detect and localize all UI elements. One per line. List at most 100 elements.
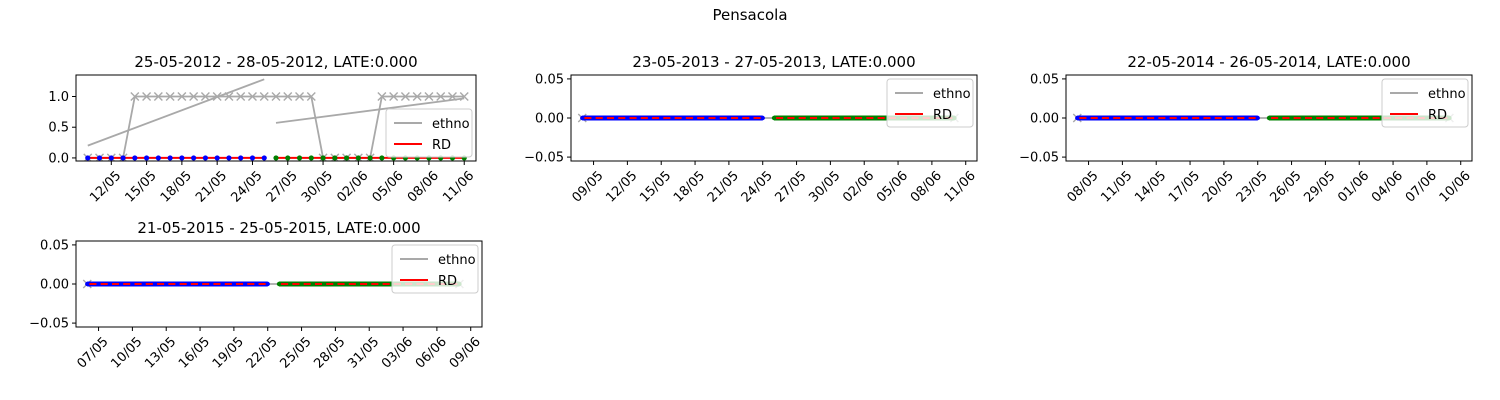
- subplot-4: 21-05-2015 - 25-05-2015, LATE:0.000 −0.05…: [29, 219, 484, 372]
- rd-point-0-4: [132, 155, 138, 161]
- x-tick-label: 03/06: [379, 334, 416, 371]
- rd-point-0-11: [704, 115, 709, 121]
- rd-point-1-3: [310, 281, 316, 287]
- rd-point-1-3: [308, 155, 314, 161]
- ethno-marker-26: [389, 92, 399, 101]
- x-tick-label: 13/05: [142, 334, 179, 371]
- x-tick-label: 08/06: [908, 168, 945, 205]
- rd-point-0-4: [1120, 115, 1125, 121]
- rd-point-0-5: [1131, 115, 1136, 121]
- x-tick-label: 30/05: [806, 168, 843, 205]
- rd-point-0-15: [261, 155, 267, 161]
- x-tick-label: 07/06: [1403, 168, 1440, 205]
- x-tick-label: 23/05: [1234, 168, 1271, 205]
- rd-point-0-15: [1244, 115, 1249, 121]
- rd-point-1-9: [378, 281, 383, 287]
- y-tick-label: 0.0: [48, 151, 69, 166]
- rd-point-0-16: [1255, 115, 1260, 121]
- rd-point-0-9: [191, 155, 197, 161]
- rd-point-1-4: [321, 281, 327, 287]
- rd-point-1-4: [816, 115, 822, 121]
- x-tick-label: 08/05: [1065, 168, 1102, 205]
- rd-point-0-5: [143, 155, 150, 161]
- rd-point-0-12: [220, 281, 225, 287]
- x-tick-label: 11/06: [942, 168, 979, 205]
- rd-point-0-8: [1165, 115, 1170, 121]
- rd-point-0-5: [141, 281, 146, 287]
- rd-point-0-6: [647, 115, 653, 121]
- x-tick-label: 16/05: [176, 334, 213, 371]
- rd-point-1-7: [355, 281, 361, 287]
- rd-point-0-10: [692, 115, 698, 121]
- rd-point-0-2: [1097, 115, 1103, 121]
- rd-point-0-11: [214, 155, 220, 161]
- rd-point-0-1: [96, 155, 103, 161]
- rd-point-0-10: [197, 281, 203, 287]
- rd-point-0-14: [1232, 115, 1238, 121]
- figure-suptitle: Pensacola: [712, 6, 787, 24]
- rd-point-1-1: [783, 115, 788, 121]
- legend: ethno RD: [385, 108, 473, 158]
- rd-point-0-16: [760, 115, 765, 121]
- x-tick-label: 09/06: [447, 334, 484, 371]
- rd-point-1-1: [285, 155, 291, 161]
- legend-label-0: ethno: [438, 253, 476, 268]
- rd-point-0-13: [238, 155, 244, 161]
- x-tick-label: 30/05: [299, 168, 336, 205]
- rd-point-1-2: [1289, 115, 1294, 121]
- x-tick-label: 18/05: [158, 168, 195, 205]
- x-tick-label: 29/05: [1301, 168, 1338, 205]
- subplot-title: 22-05-2014 - 26-05-2014, LATE:0.000: [1127, 53, 1410, 71]
- rd-point-1-7: [355, 155, 361, 161]
- rd-point-1-4: [320, 155, 326, 161]
- x-tick-label: 28/05: [311, 334, 348, 371]
- rd-point-1-8: [367, 155, 373, 161]
- rd-point-0-7: [164, 281, 169, 287]
- rd-point-0-6: [152, 281, 158, 287]
- rd-point-0-7: [1154, 115, 1159, 121]
- rd-point-0-4: [130, 281, 135, 287]
- rd-point-0-8: [179, 155, 185, 161]
- rd-point-0-14: [249, 155, 256, 161]
- ethno-marker-15: [259, 92, 269, 101]
- y-tick-label: 0.05: [535, 72, 564, 87]
- x-tick-label: 26/05: [1268, 168, 1305, 205]
- subplot-2: 23-05-2013 - 27-05-2013, LATE:0.000 −0.05…: [524, 53, 979, 206]
- rd-point-1-7: [850, 115, 856, 121]
- rd-point-0-2: [602, 115, 608, 121]
- axes-frame: [75, 74, 477, 162]
- x-tick-label: 31/05: [345, 334, 382, 371]
- ethno-marker-5: [142, 92, 152, 101]
- x-tick-label: 17/05: [1166, 168, 1203, 205]
- legend: ethno RD: [391, 244, 479, 294]
- rd-point-0-4: [625, 115, 630, 121]
- rd-point-0-0: [580, 115, 585, 121]
- legend: ethno RD: [1381, 78, 1469, 128]
- rd-point-0-8: [175, 281, 180, 287]
- legend-label-1: RD: [933, 108, 952, 123]
- x-tick-label: 08/06: [405, 168, 442, 205]
- rd-point-0-6: [155, 155, 161, 161]
- subplot-grid: 25-05-2012 - 28-05-2012, LATE:0.000 0.0 0.…: [29, 53, 1474, 372]
- rd-point-1-0: [771, 115, 777, 121]
- x-tick-label: 09/05: [570, 168, 607, 205]
- x-tick-label: 05/06: [370, 168, 407, 205]
- rd-point-1-9: [1368, 115, 1373, 121]
- ethno-marker-27: [400, 92, 410, 101]
- x-tick-label: 24/05: [228, 168, 265, 205]
- subplot-title: 23-05-2013 - 27-05-2013, LATE:0.000: [632, 53, 915, 71]
- rd-point-0-12: [1210, 115, 1215, 121]
- ethno-marker-16: [271, 92, 281, 101]
- rd-point-0-11: [209, 281, 214, 287]
- rd-point-1-5: [333, 281, 338, 287]
- ethno-marker-8: [177, 92, 187, 101]
- subplot-title: 25-05-2012 - 28-05-2012, LATE:0.000: [134, 53, 417, 71]
- series-line-trend-1: [87, 78, 265, 147]
- rd-point-0-0: [1075, 115, 1080, 121]
- x-tick-label: 20/05: [1200, 168, 1237, 205]
- legend-label-1: RD: [1428, 108, 1447, 123]
- rd-point-0-9: [681, 115, 686, 121]
- rd-point-0-14: [242, 281, 248, 287]
- rd-point-0-11: [1199, 115, 1204, 121]
- rd-point-0-2: [107, 281, 113, 287]
